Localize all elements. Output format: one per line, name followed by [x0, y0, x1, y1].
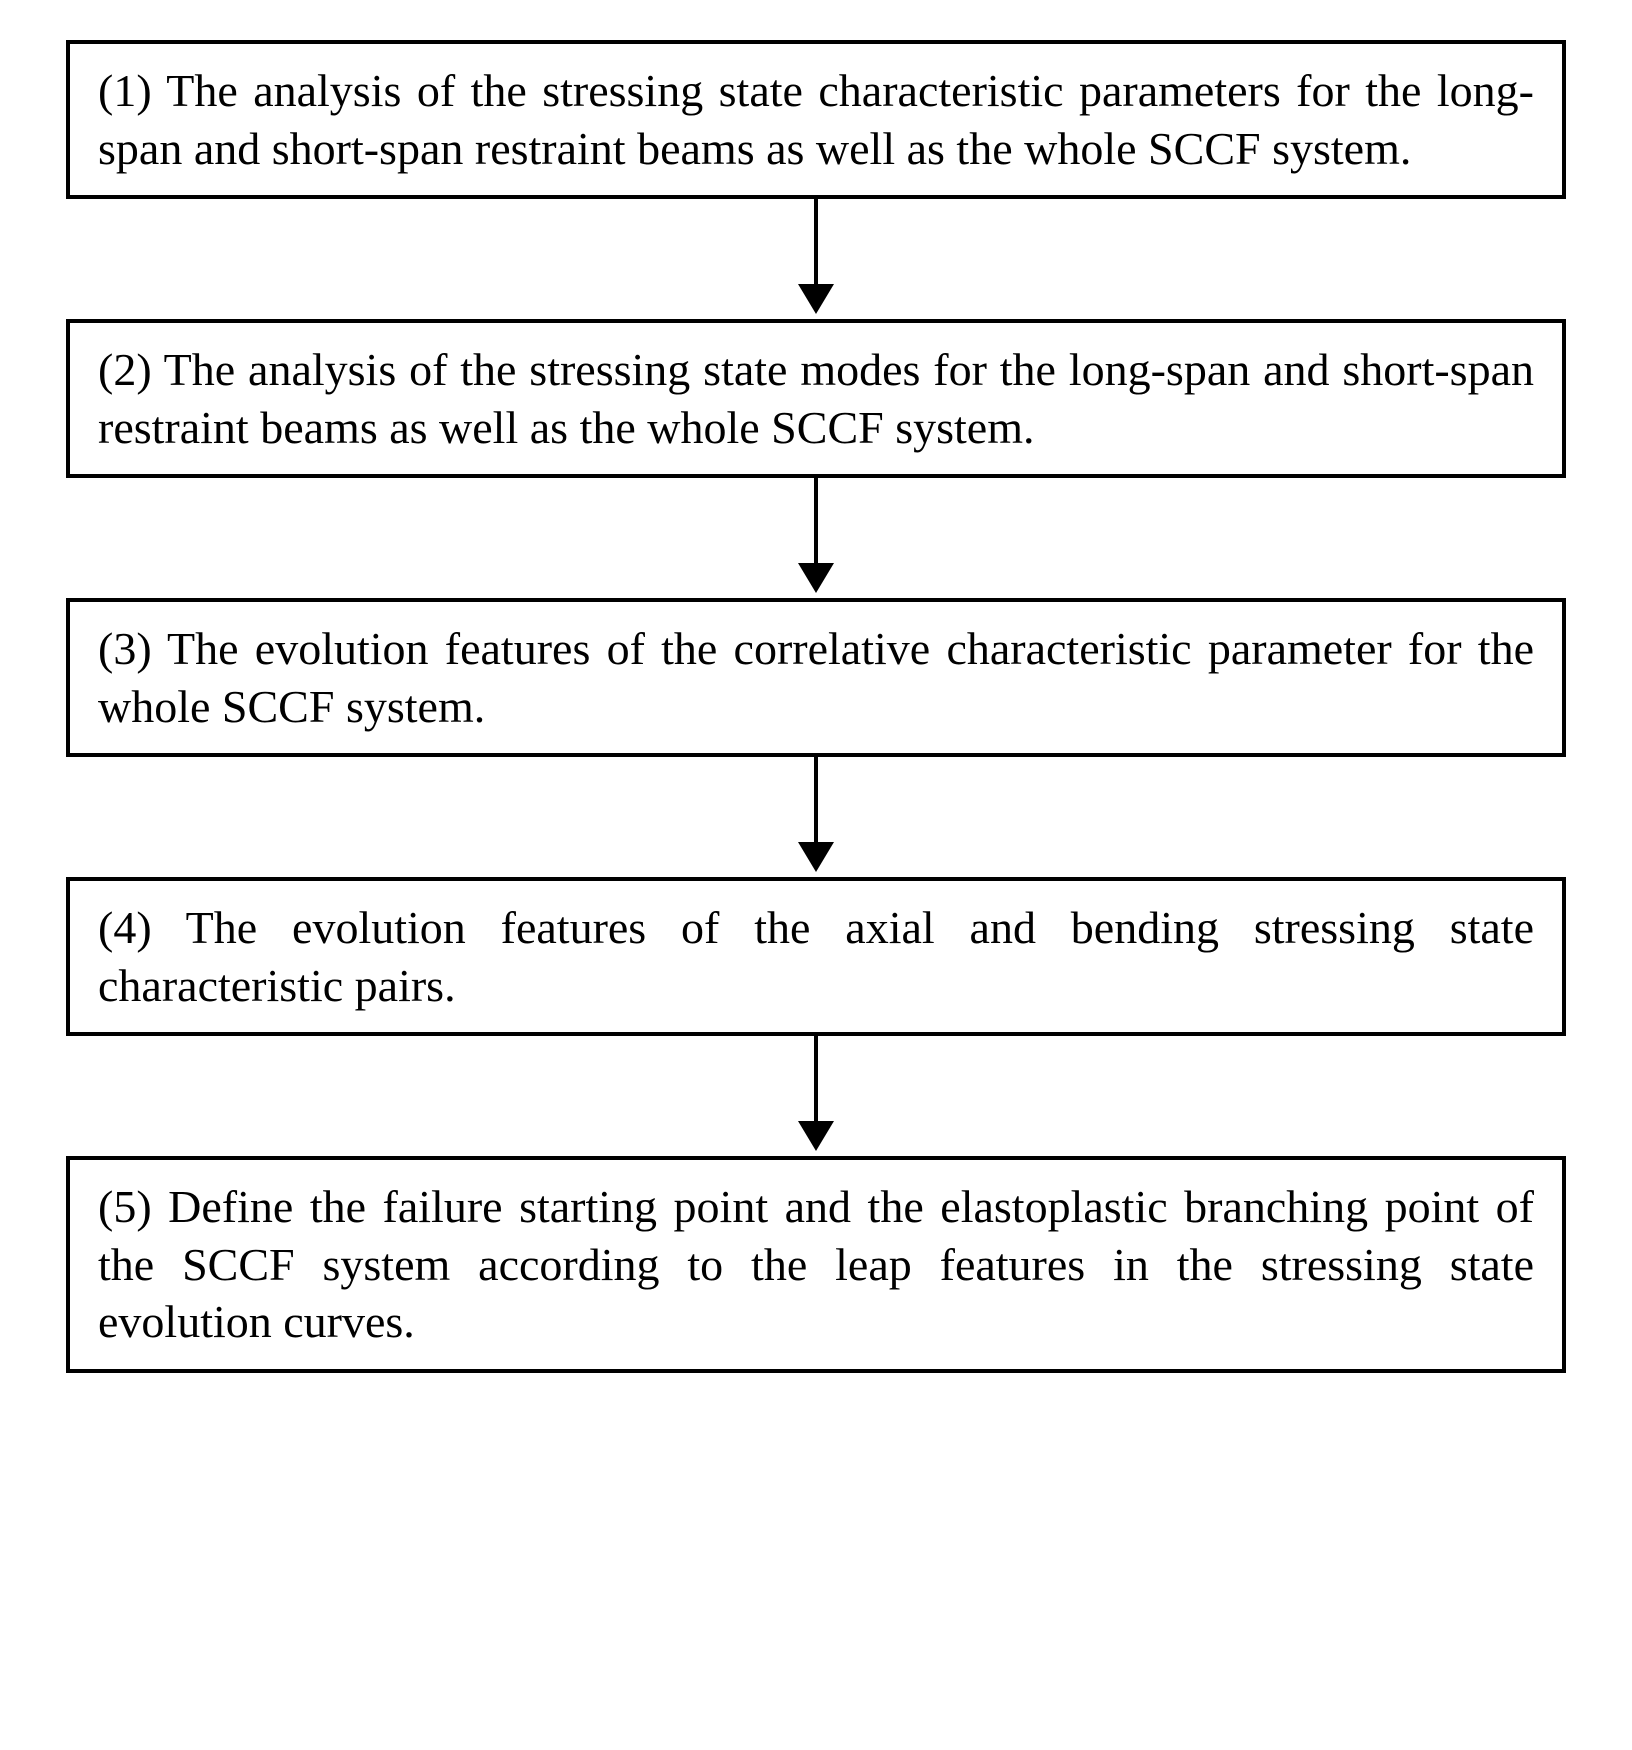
flow-box-2-text: (2) The analysis of the stressing state … [98, 344, 1534, 453]
arrow-3 [798, 757, 834, 877]
flow-box-2: (2) The analysis of the stressing state … [66, 319, 1566, 478]
arrow-head-icon [798, 1121, 834, 1151]
flow-box-1-text: (1) The analysis of the stressing state … [98, 65, 1534, 174]
arrow-line-icon [814, 1036, 818, 1121]
arrow-head-icon [798, 284, 834, 314]
arrow-line-icon [814, 199, 818, 284]
flow-box-3: (3) The evolution features of the correl… [66, 598, 1566, 757]
flow-box-4-text: (4) The evolution features of the axial … [98, 902, 1534, 1011]
arrow-1 [798, 199, 834, 319]
arrow-4 [798, 1036, 834, 1156]
flowchart-container: (1) The analysis of the stressing state … [66, 40, 1566, 1373]
flow-box-4: (4) The evolution features of the axial … [66, 877, 1566, 1036]
arrow-head-icon [798, 842, 834, 872]
arrow-head-icon [798, 563, 834, 593]
arrow-2 [798, 478, 834, 598]
flow-box-5: (5) Define the failure starting point an… [66, 1156, 1566, 1373]
arrow-line-icon [814, 757, 818, 842]
flow-box-3-text: (3) The evolution features of the correl… [98, 623, 1534, 732]
arrow-line-icon [814, 478, 818, 563]
flow-box-1: (1) The analysis of the stressing state … [66, 40, 1566, 199]
flow-box-5-text: (5) Define the failure starting point an… [98, 1181, 1534, 1347]
